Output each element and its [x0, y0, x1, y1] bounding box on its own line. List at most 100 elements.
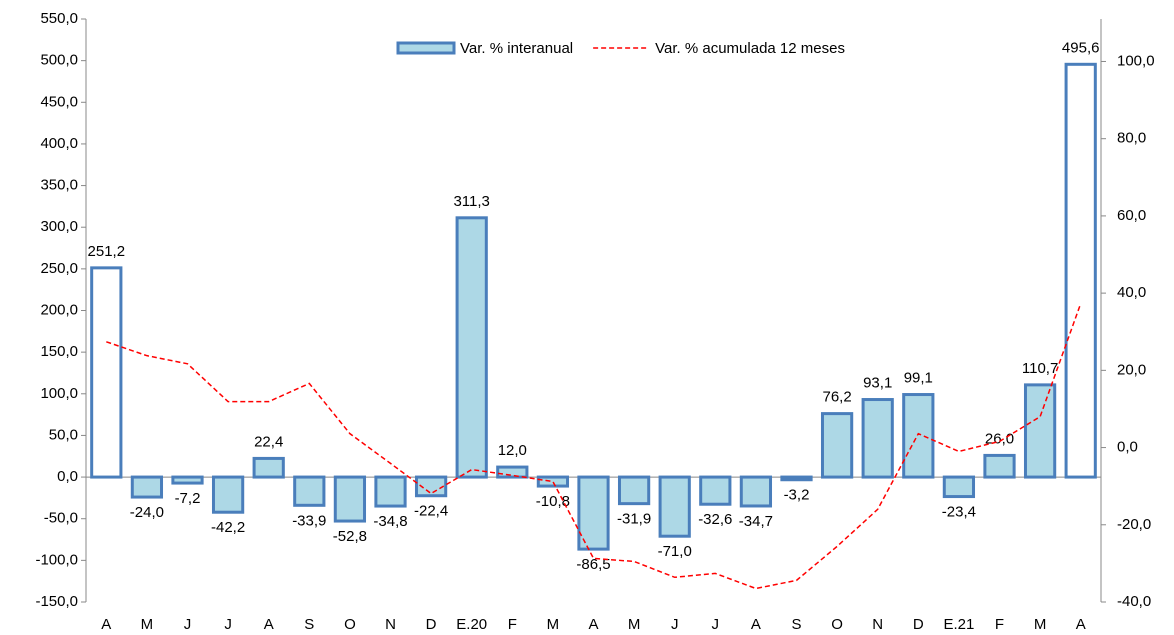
- bar: [211, 475, 245, 514]
- x-tick-label: M: [141, 616, 154, 633]
- y2-tick-label: 80,0: [1117, 130, 1146, 147]
- x-tick-label: M: [628, 616, 641, 633]
- y-tick-label: 300,0: [40, 218, 78, 235]
- bar: [617, 475, 651, 506]
- y-tick-label: 200,0: [40, 301, 78, 318]
- data-label: -42,2: [211, 519, 245, 536]
- x-tick-label: A: [751, 616, 761, 633]
- data-label: -22,4: [414, 503, 448, 520]
- bar: [820, 412, 854, 479]
- data-label: 99,1: [904, 370, 933, 387]
- bar: [171, 475, 204, 485]
- x-tick-label: S: [791, 616, 801, 633]
- data-label: -33,9: [292, 512, 326, 529]
- legend-label: Var. % interanual: [460, 40, 573, 57]
- data-label: -86,5: [576, 556, 610, 573]
- y-tick-label: 250,0: [40, 260, 78, 277]
- bar: [333, 475, 367, 523]
- data-label: 26,0: [985, 430, 1014, 447]
- data-label: 251,2: [88, 243, 126, 260]
- legend-swatch: [396, 41, 456, 55]
- x-tick-label: J: [184, 616, 192, 633]
- bar: [130, 475, 164, 499]
- bar: [780, 475, 813, 482]
- bar: [699, 475, 732, 506]
- x-tick-label: J: [671, 616, 679, 633]
- y2-tick-label: 20,0: [1117, 361, 1146, 378]
- data-label: -24,0: [130, 504, 164, 521]
- x-tick-label: J: [712, 616, 720, 633]
- bar: [90, 266, 123, 479]
- y-tick-label: -150,0: [35, 593, 78, 610]
- bar: [374, 475, 407, 508]
- bar: [902, 393, 935, 479]
- x-tick-label: S: [304, 616, 314, 633]
- data-label: 12,0: [498, 442, 527, 459]
- bar: [739, 475, 773, 508]
- data-label: 495,6: [1062, 39, 1100, 56]
- y-tick-label: 0,0: [57, 468, 78, 485]
- data-label: -71,0: [658, 543, 692, 560]
- bar: [658, 475, 691, 538]
- data-label: -32,6: [698, 511, 732, 528]
- x-tick-label: J: [224, 616, 232, 633]
- x-tick-label: F: [508, 616, 517, 633]
- bar: [1064, 62, 1097, 479]
- bar: [983, 453, 1016, 479]
- y2-tick-label: -20,0: [1117, 516, 1151, 533]
- data-label: 76,2: [822, 389, 851, 406]
- x-tick-label: A: [588, 616, 598, 633]
- x-tick-label: E.20: [456, 616, 487, 633]
- bar: [861, 398, 894, 479]
- y-tick-label: -100,0: [35, 551, 78, 568]
- data-label: 93,1: [863, 375, 892, 392]
- y2-tick-label: 40,0: [1117, 284, 1146, 301]
- bar: [414, 475, 448, 498]
- x-tick-label: O: [344, 616, 356, 633]
- y-tick-label: 50,0: [49, 426, 78, 443]
- y-tick-label: 100,0: [40, 385, 78, 402]
- bar: [293, 475, 326, 507]
- y-tick-label: 550,0: [40, 10, 78, 27]
- bar: [536, 475, 570, 488]
- x-tick-label: A: [264, 616, 274, 633]
- x-tick-label: D: [426, 616, 437, 633]
- x-tick-label: A: [101, 616, 111, 633]
- data-label: -34,8: [373, 513, 407, 530]
- data-label: 311,3: [453, 193, 489, 210]
- bar: [942, 475, 976, 499]
- data-label: -31,9: [617, 511, 651, 528]
- line: [106, 303, 1082, 590]
- data-label: 22,4: [254, 433, 283, 450]
- data-label: 110,7: [1022, 360, 1058, 377]
- x-tick-label: M: [1034, 616, 1047, 633]
- x-tick-label: E.21: [943, 616, 974, 633]
- bar: [577, 475, 610, 551]
- y-tick-label: 400,0: [40, 135, 78, 152]
- y-tick-label: 150,0: [40, 343, 78, 360]
- x-tick-label: D: [913, 616, 924, 633]
- y-tick-label: 500,0: [40, 52, 78, 69]
- bar: [496, 465, 529, 479]
- y2-tick-label: 100,0: [1117, 52, 1155, 69]
- x-tick-label: N: [385, 616, 396, 633]
- y-tick-label: -50,0: [44, 510, 78, 527]
- data-label: -3,2: [784, 487, 810, 504]
- y2-tick-label: -40,0: [1117, 593, 1151, 610]
- x-tick-label: M: [547, 616, 560, 633]
- data-label: -52,8: [333, 528, 367, 545]
- data-label: -10,8: [536, 493, 570, 510]
- data-label: -7,2: [175, 490, 201, 507]
- bar: [455, 216, 488, 479]
- y2-tick-label: 60,0: [1117, 207, 1146, 224]
- x-tick-label: N: [872, 616, 883, 633]
- bar: [252, 456, 285, 479]
- bar: [1023, 383, 1057, 479]
- legend-label: Var. % acumulada 12 meses: [655, 40, 845, 57]
- y-tick-label: 450,0: [40, 93, 78, 110]
- y2-tick-label: 0,0: [1117, 439, 1138, 456]
- x-tick-label: A: [1076, 616, 1086, 633]
- x-tick-label: F: [995, 616, 1004, 633]
- data-label: -23,4: [942, 504, 976, 521]
